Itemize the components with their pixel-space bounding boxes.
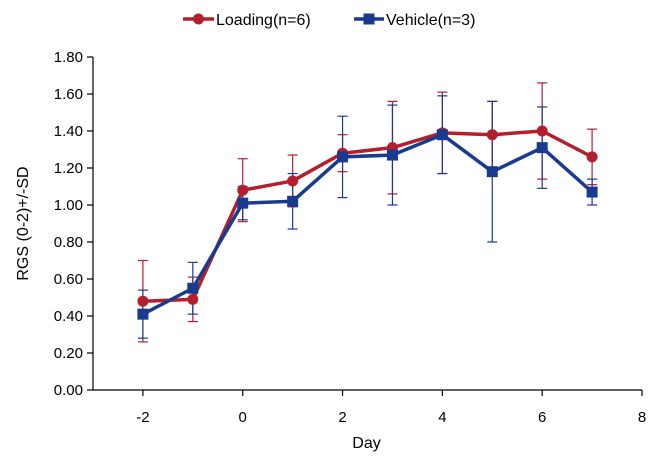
legend-label: Loading(n=6) (216, 12, 311, 29)
axes: 0.00 0.20 0.40 0.60 0.80 1.00 1.20 1.40 1.60 1.80… (54, 49, 646, 426)
x-tick-label: 0 (239, 409, 247, 426)
data-point (237, 184, 249, 196)
x-axis-title: Day (352, 435, 380, 452)
data-point (187, 282, 199, 294)
y-tick-label: 0.40 (54, 308, 83, 325)
series-lines (142, 129, 594, 316)
x-tick-label: 8 (638, 409, 646, 426)
y-tick-label: 0.20 (54, 345, 83, 362)
error-bars (137, 82, 598, 343)
data-point (486, 166, 498, 178)
y-tick-label: 0.80 (54, 234, 83, 251)
y-tick-label: 1.00 (54, 197, 83, 214)
data-point (436, 129, 448, 141)
series-line (142, 132, 594, 316)
data-point (137, 308, 149, 320)
y-tick-label: 1.60 (54, 86, 83, 103)
data-point (586, 151, 598, 163)
data-point (586, 186, 598, 198)
legend: Loading(n=6) Vehicle(n=3) (183, 12, 475, 29)
data-point (486, 129, 498, 141)
y-tick-label: 1.80 (54, 49, 83, 66)
x-tick-label: -2 (136, 409, 149, 426)
data-point (287, 175, 299, 187)
data-point (137, 295, 149, 307)
y-axis-title: RGS (0-2)+/-SD (15, 166, 32, 280)
y-tick-label: 1.20 (54, 160, 83, 177)
data-point (386, 149, 398, 161)
y-tick-label: 1.40 (54, 123, 83, 140)
data-point (536, 125, 548, 137)
series-markers (137, 125, 598, 320)
x-tick-label: 2 (338, 409, 346, 426)
data-point (287, 195, 299, 207)
data-point (536, 142, 548, 154)
x-tick-label: 6 (538, 409, 546, 426)
legend-marker (193, 13, 204, 25)
y-tick-label: 0.00 (54, 382, 83, 399)
legend-label: Vehicle(n=3) (386, 12, 475, 29)
legend-marker (363, 13, 375, 25)
data-point (337, 151, 349, 163)
x-tick-label: 4 (438, 409, 446, 426)
data-point (237, 197, 249, 209)
y-tick-label: 0.60 (54, 271, 83, 288)
data-point (187, 293, 199, 305)
